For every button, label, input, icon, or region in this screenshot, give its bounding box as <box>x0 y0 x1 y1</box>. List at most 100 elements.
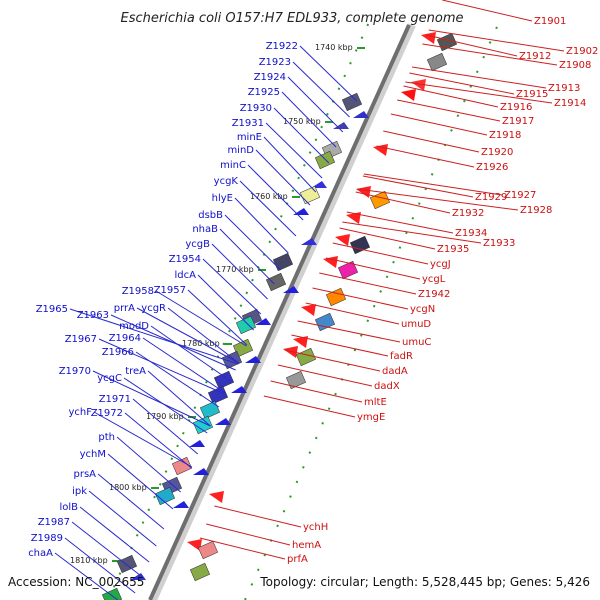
gene-arrow-reverse <box>335 234 350 246</box>
leader-line <box>247 164 304 221</box>
gene-label: Z1934 <box>455 228 487 239</box>
gene-label: Z1972 <box>91 408 123 419</box>
gene-label: ldcA <box>175 270 197 281</box>
leader-line <box>92 370 211 427</box>
gene-label: minD <box>227 145 254 156</box>
gene-label: Z1901 <box>534 16 566 27</box>
leader-line <box>263 136 317 193</box>
gene-label: Z1923 <box>259 57 291 68</box>
gene-label: mltE <box>364 397 387 408</box>
gene-arrow-forward <box>255 318 271 325</box>
gene-label: Z1966 <box>102 347 134 358</box>
gene-label: modD <box>119 321 149 332</box>
gene-block <box>189 562 211 582</box>
gene-label: minE <box>237 132 262 143</box>
gene-label: Z1967 <box>65 334 97 345</box>
leader-line <box>187 289 248 346</box>
leader-line <box>64 537 136 594</box>
gene-label: hlyE <box>212 193 233 204</box>
gene-label: Z1971 <box>99 394 131 405</box>
gene-label: Z1970 <box>59 366 91 377</box>
gene-arrow-reverse <box>411 79 426 91</box>
gene-label: Z1929 <box>475 192 507 203</box>
leader-line <box>362 175 474 198</box>
gene-label: prsA <box>73 469 96 480</box>
gene-label: ycgR <box>141 303 166 314</box>
gene-label: Z1931 <box>232 118 264 129</box>
gene-label: Z1932 <box>452 208 484 219</box>
leader-line <box>116 436 181 493</box>
genome-summary-text: Topology: circular; Length: 5,528,445 bp… <box>259 575 590 589</box>
genome-title: Escherichia coli O157:H7 EDL933, complet… <box>121 11 464 26</box>
gene-label: Z1916 <box>500 102 532 113</box>
gene-label: Z1912 <box>519 51 551 62</box>
leader-line <box>403 85 499 108</box>
leader-line <box>299 45 358 102</box>
leader-line <box>197 274 254 331</box>
tick-label: 1750 kbp <box>283 117 321 126</box>
leader-line <box>150 325 231 382</box>
label-leaders <box>54 0 565 600</box>
gene-block <box>221 350 243 370</box>
leader-line <box>284 349 381 372</box>
gene-label: ycgB <box>185 239 210 250</box>
gene-block <box>285 370 307 390</box>
gene-label: Z1925 <box>248 87 280 98</box>
gene-arrow-forward <box>283 286 299 293</box>
gene-block <box>436 32 458 52</box>
gene-label: prfA <box>287 554 308 565</box>
gene-label: Z1926 <box>476 162 508 173</box>
gene-label: ipk <box>72 486 87 497</box>
gene-label: Z1928 <box>520 205 552 216</box>
gene-label: Z1942 <box>418 289 450 300</box>
leader-line <box>211 243 268 300</box>
gene-label: treA <box>125 366 146 377</box>
gene-arrow-forward <box>333 122 349 129</box>
gene-arrow-forward <box>231 386 247 393</box>
leader-line <box>199 537 286 560</box>
leader-line <box>383 130 480 153</box>
tick-label: 1740 kbp <box>315 43 353 52</box>
gene-label: Z1915 <box>516 89 548 100</box>
gene-block <box>295 347 317 367</box>
gene-label: ycgC <box>97 373 122 384</box>
leader-line <box>319 272 417 295</box>
leader-line <box>202 258 262 315</box>
leader-line <box>97 473 165 530</box>
gene-block <box>349 235 371 255</box>
leader-line <box>273 107 330 164</box>
leader-line <box>71 521 143 578</box>
leader-line <box>287 76 344 133</box>
leader-line <box>325 257 421 280</box>
gene-label: lolB <box>59 502 78 513</box>
gene-label: Z1935 <box>437 244 469 255</box>
leader-line <box>123 377 208 434</box>
gene-arrow-reverse <box>209 491 224 503</box>
gene-label: ycgN <box>410 304 435 315</box>
gene-block <box>207 385 229 405</box>
gene-label: Z1924 <box>254 72 286 83</box>
gene-block <box>154 486 176 506</box>
leader-line <box>355 191 451 214</box>
gene-arrow-reverse <box>356 186 371 198</box>
gene-label: chaA <box>28 548 53 559</box>
gene-label: nhaB <box>192 224 218 235</box>
gene-label: ycgJ <box>430 259 451 270</box>
gene-label: dadA <box>382 366 408 377</box>
gene-arrow-reverse <box>373 144 388 156</box>
leader-line <box>422 43 558 66</box>
tick-label: 1780 kbp <box>182 339 220 348</box>
gene-label: Z1914 <box>554 98 586 109</box>
gene-arrow-reverse <box>323 256 338 268</box>
gene-label: pth <box>98 432 115 443</box>
gene-label: minC <box>220 160 246 171</box>
gene-label: ymgE <box>357 412 385 423</box>
leader-line <box>291 334 389 357</box>
leader-line <box>234 197 289 254</box>
leader-line <box>147 370 211 427</box>
tick-label: 1790 kbp <box>146 412 184 421</box>
gene-arrow-forward <box>130 573 146 580</box>
gene-label: Z1965 <box>36 304 68 315</box>
gene-block <box>265 272 287 292</box>
leader-line <box>270 380 363 403</box>
